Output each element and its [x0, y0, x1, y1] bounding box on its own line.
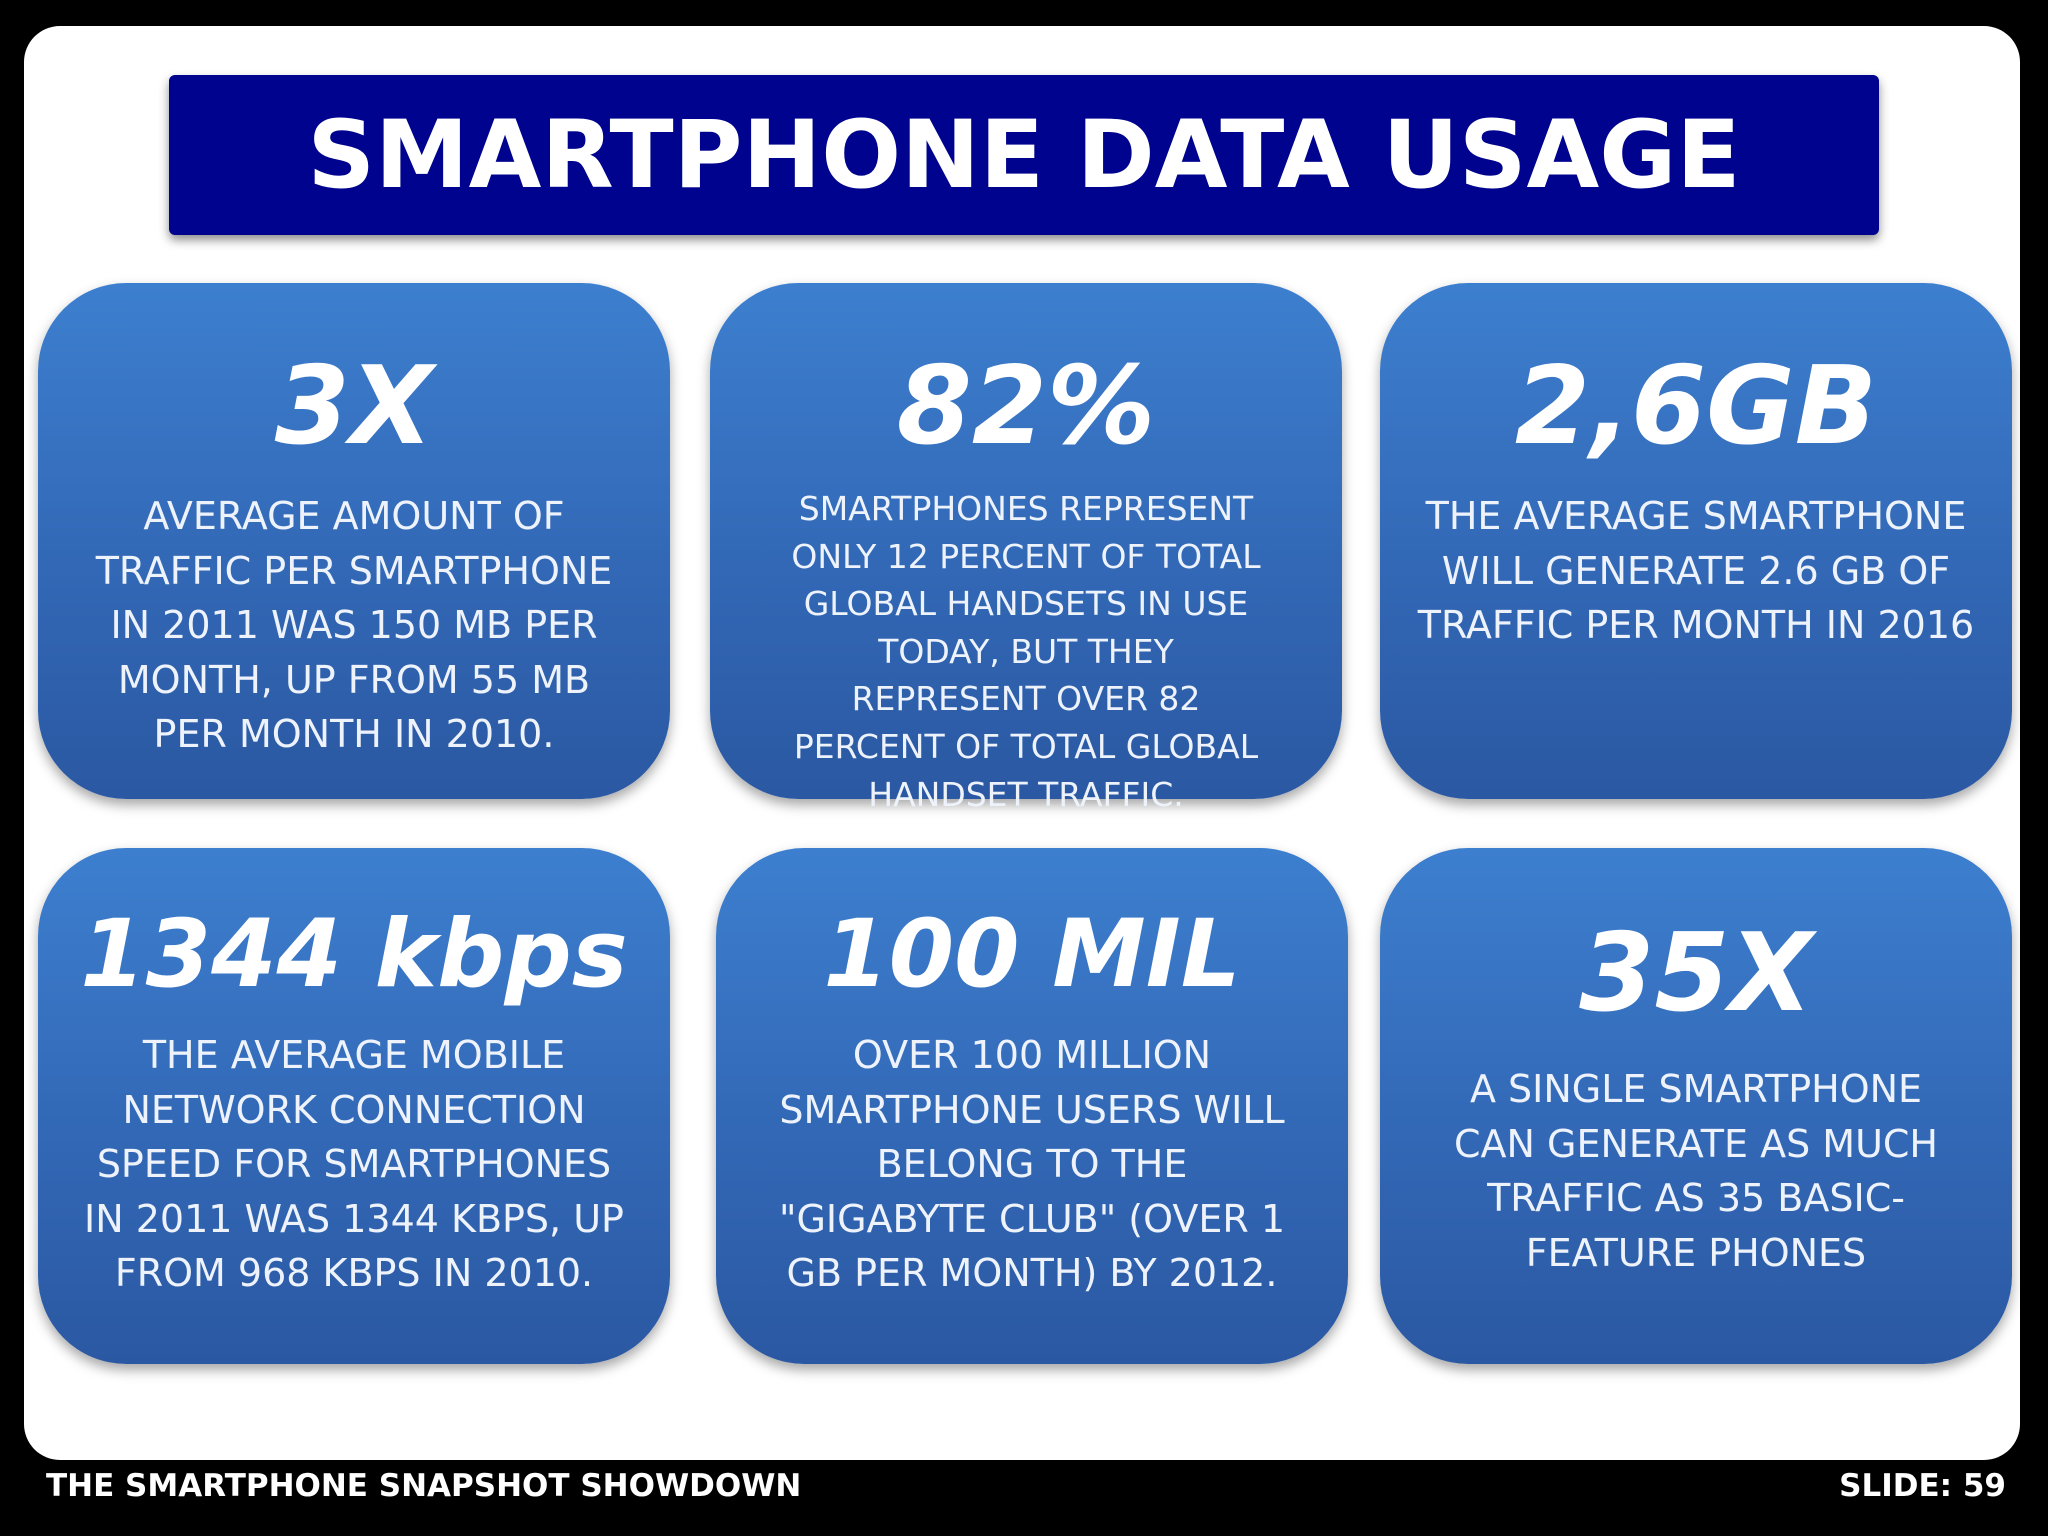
- stat-card-connection-speed: 1344 kbps THE AVERAGE MOBILE NETWORK CON…: [38, 848, 670, 1364]
- slide-title: SMARTPHONE DATA USAGE: [307, 100, 1741, 210]
- stat-card-gigabyte-club: 100 MIL OVER 100 MILLION SMARTPHONE USER…: [716, 848, 1348, 1364]
- stat-description: A SINGLE SMARTPHONE CAN GENERATE AS MUCH…: [1453, 1067, 1939, 1275]
- stat-card-traffic-multiplier: 35X A SINGLE SMARTPHONE CAN GENERATE AS …: [1380, 848, 2012, 1364]
- stat-value: 100 MIL: [823, 900, 1241, 1009]
- stat-value: 1344 kbps: [80, 900, 628, 1009]
- stat-value: 82%: [896, 344, 1156, 469]
- stat-description: SMARTPHONES REPRESENT ONLY 12 PERCENT OF…: [791, 489, 1261, 814]
- stat-description: THE AVERAGE SMARTPHONE WILL GENERATE 2.6…: [1417, 494, 1975, 647]
- stat-description: OVER 100 MILLION SMARTPHONE USERS WILL B…: [778, 1033, 1286, 1295]
- stat-value: 35X: [1579, 911, 1813, 1036]
- stat-description: THE AVERAGE MOBILE NETWORK CONNECTION SP…: [84, 1033, 624, 1295]
- stat-value: 2,6GB: [1514, 344, 1878, 469]
- footer-presentation-title: THE SMARTPHONE SNAPSHOT SHOWDOWN: [46, 1468, 802, 1504]
- stat-value: 3X: [274, 344, 434, 469]
- footer-slide-number: SLIDE: 59: [1839, 1468, 2006, 1504]
- stat-card-traffic-growth: 3X AVERAGE AMOUNT OF TRAFFIC PER SMARTPH…: [38, 283, 670, 799]
- stat-description: AVERAGE AMOUNT OF TRAFFIC PER SMARTPHONE…: [95, 494, 613, 756]
- title-bar: SMARTPHONE DATA USAGE: [169, 75, 1879, 235]
- stat-card-monthly-traffic: 2,6GB THE AVERAGE SMARTPHONE WILL GENERA…: [1380, 283, 2012, 799]
- stat-card-traffic-share: 82% SMARTPHONES REPRESENT ONLY 12 PERCEN…: [710, 283, 1342, 814]
